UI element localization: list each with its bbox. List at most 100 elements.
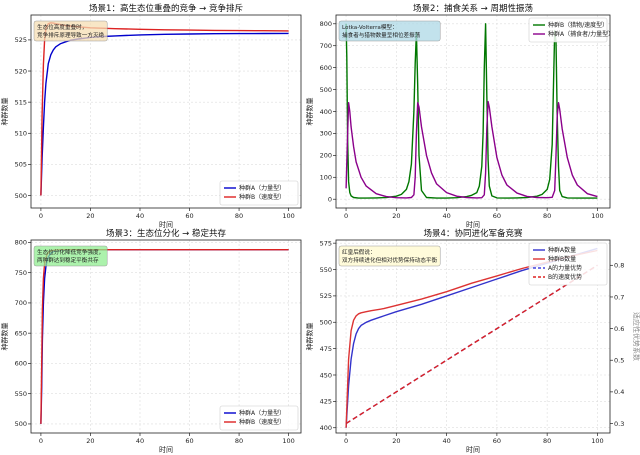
annotation-text: 竞争排斥原理导致一方灭绝 <box>37 31 105 39</box>
x-axis-label: 时间 <box>159 220 173 229</box>
legend: 种群A（力量型）种群B（速度型） <box>219 180 299 206</box>
legend-label: 种群A（力量型） <box>239 184 285 192</box>
annotation-text: 生态位高度重叠时， <box>37 23 87 31</box>
y2-tick-label: 0.4 <box>614 388 624 396</box>
legend: 种群B（猎物/速度型）种群A（捕食者/力量型） <box>528 17 614 43</box>
y-tick-label: 0 <box>328 196 332 204</box>
x-tick-label: 0 <box>39 212 43 220</box>
x-tick-label: 20 <box>392 212 400 220</box>
y-tick-label: 500 <box>320 86 332 94</box>
y-tick-label: 510 <box>15 130 27 138</box>
chart-title: 场景4：协同进化军备竞赛 <box>424 228 523 239</box>
x-tick-label: 100 <box>591 437 603 445</box>
y-tick-label: 750 <box>15 269 27 277</box>
legend-frame <box>528 17 608 43</box>
x-tick-label: 60 <box>185 212 193 220</box>
y-tick-label: 525 <box>15 36 27 44</box>
chart-title: 场景2：捕食关系 → 周期性振荡 <box>413 3 533 14</box>
annotation-text: 生态位分化降低竞争强度， <box>37 248 104 256</box>
legend-frame <box>219 180 299 206</box>
series-line-1 <box>345 247 598 428</box>
y2-axis-label: 适应性优势系数 <box>632 312 640 361</box>
x-tick-label: 100 <box>591 212 603 220</box>
y-axis-label: 种群数量 <box>305 98 314 126</box>
annotation-box <box>33 20 108 42</box>
x-tick-label: 40 <box>442 212 450 220</box>
annotation-box <box>33 245 108 267</box>
series-line-2 <box>345 249 598 428</box>
x-tick-label: 40 <box>136 437 144 445</box>
plot-frame <box>335 239 611 434</box>
x-tick-label: 80 <box>543 437 551 445</box>
y-tick-label: 800 <box>15 239 27 247</box>
legend-label: 种群B（速度型） <box>239 418 285 426</box>
x-tick-label: 0 <box>39 437 43 445</box>
x-tick-label: 100 <box>282 437 294 445</box>
chart-panel-1: 0 20 40 60 80 100 500 505 510 515 520 525 场景1：高生态位重叠… <box>0 3 302 229</box>
y-tick-label: 520 <box>15 67 27 75</box>
annotation-text: 双方持续进化但相对优势保持动态平衡 <box>342 256 438 264</box>
y-tick-label: 450 <box>320 371 332 379</box>
legend-label: 种群A（捕食者/力量型） <box>548 30 614 38</box>
y-tick-label: 475 <box>320 345 332 353</box>
plot-area <box>31 15 301 208</box>
x-axis-label: 时间 <box>466 445 480 454</box>
y-tick-label: 505 <box>15 161 27 169</box>
x-tick-label: 80 <box>235 437 243 445</box>
x-tick-label: 100 <box>282 212 294 220</box>
annotation-text: 捕食者与猎物数量呈相位差振荡 <box>342 31 421 39</box>
y-axis-label: 种群数量 <box>305 323 314 351</box>
legend-label: A的力量优势 <box>548 264 582 272</box>
y-tick-label: 500 <box>15 420 27 428</box>
legend-label: B的速度优势 <box>548 273 582 281</box>
y-tick-label: 525 <box>320 292 332 300</box>
x-axis-label: 时间 <box>466 220 480 229</box>
y2-tick-label: 0.6 <box>614 325 624 333</box>
x-tick-label: 20 <box>392 437 400 445</box>
y-tick-label: 650 <box>15 329 27 337</box>
annotation-box <box>338 20 441 42</box>
y-tick-label: 600 <box>320 64 332 72</box>
x-axis-label: 时间 <box>159 445 173 454</box>
y-axis-label: 种群数量 <box>0 323 9 351</box>
y-tick-label: 700 <box>320 42 332 50</box>
x-tick-label: 0 <box>344 212 348 220</box>
annotation-box <box>338 245 441 267</box>
legend-frame <box>219 405 299 431</box>
chart-title: 场景3：生态位分化 → 稳定共存 <box>106 228 226 239</box>
x-tick-label: 40 <box>442 437 450 445</box>
x-tick-label: 60 <box>493 437 501 445</box>
y-tick-label: 400 <box>320 424 332 432</box>
y2-tick-label: 0.7 <box>614 293 624 301</box>
y-tick-label: 800 <box>320 20 332 28</box>
y-tick-label: 400 <box>320 108 332 116</box>
y2-tick-label: 0.8 <box>614 262 624 270</box>
y-tick-label: 575 <box>320 239 332 247</box>
annotation-text: Lotka-Volterra模型： <box>342 23 398 31</box>
x-tick-label: 80 <box>543 212 551 220</box>
series-line-2 <box>345 100 598 199</box>
chart-panel-2: 0 20 40 60 80 100 0 100 200 300 400 500 600 700 800 场景2… <box>305 3 614 229</box>
x-tick-label: 20 <box>86 437 94 445</box>
series-group <box>345 247 598 428</box>
chart-title: 场景1：高生态位重叠的竞争 → 竞争排斥 <box>89 3 243 14</box>
x-tick-label: 60 <box>493 212 501 220</box>
plot-frame <box>30 239 302 434</box>
plot-area <box>31 240 301 433</box>
x-tick-label: 40 <box>136 212 144 220</box>
y-tick-label: 700 <box>15 299 27 307</box>
legend-label: 种群B数量 <box>548 255 576 263</box>
y-tick-label: 550 <box>15 390 27 398</box>
legend-label: 种群B（速度型） <box>239 193 285 201</box>
x-tick-label: 60 <box>185 437 193 445</box>
series-line-4 <box>345 264 598 425</box>
x-tick-label: 0 <box>344 437 348 445</box>
y-tick-label: 100 <box>320 174 332 182</box>
y-tick-label: 425 <box>320 398 332 406</box>
legend: 种群A（力量型）种群B（速度型） <box>219 405 299 431</box>
y2-tick-label: 0.5 <box>614 357 624 365</box>
x-tick-label: 20 <box>86 212 94 220</box>
legend-label: 种群A（力量型） <box>239 409 285 417</box>
annotation-text: 红皇后假说： <box>342 248 376 256</box>
